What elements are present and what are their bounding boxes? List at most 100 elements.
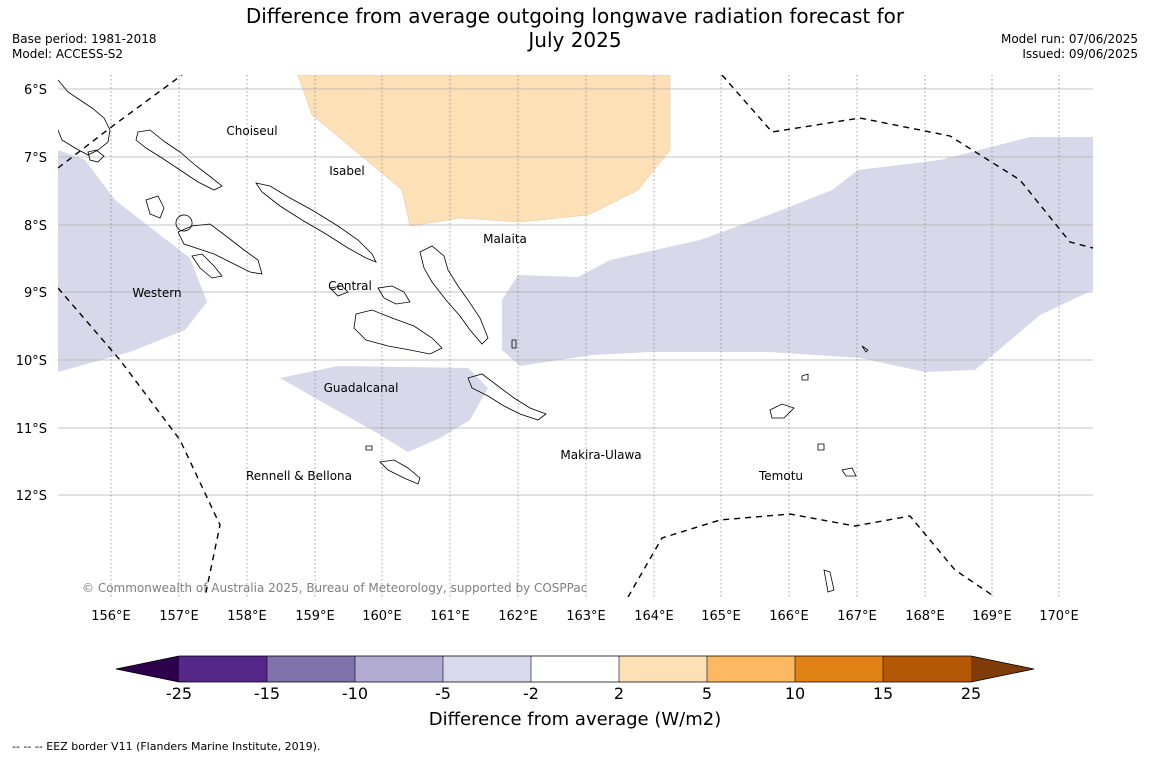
lat-tick-label: 7°S [24,151,47,166]
colorbar-tick-label: 2 [614,684,624,703]
lon-tick-label: 167°E [837,609,877,624]
lat-tick-label: 6°S [24,83,47,98]
lon-tick-label: 169°E [972,609,1012,624]
lon-tick-label: 157°E [159,609,199,624]
colorbar-tick-label: 15 [873,684,893,703]
province-label: Makira-Ulawa [560,448,641,462]
utupua-island [817,443,825,451]
colorbar-tick-label: 5 [702,684,712,703]
rendova [191,253,223,279]
province-label: Isabel [329,164,364,178]
colorbar-bin [619,656,707,682]
bougainville-tip [87,149,105,163]
colorbar-bin [795,656,883,682]
russell-islands [329,285,349,297]
colorbar-bin [531,656,619,682]
lat-tick-label: 9°S [24,286,47,301]
eez-border [58,75,1093,597]
colorbar-tick-label: -15 [254,684,280,703]
colorbar-tick-label: -2 [523,684,539,703]
choiseul-island [135,129,223,191]
model-name: Model: ACCESS-S2 [12,47,124,61]
colorbar-arrow-high [971,656,1034,682]
province-label: Rennell & Bellona [246,469,352,483]
lon-tick-label: 166°E [769,609,809,624]
lat-tick-label: 11°S [16,422,47,437]
eez-footnote: -- -- -- EEZ border V11 (Flanders Marine… [12,740,321,753]
province-label: Guadalcanal [324,381,399,395]
colorbar-tick-label: -25 [166,684,192,703]
colorbar-outline [115,655,1035,683]
colorbar-bin [355,656,443,682]
longitude-axis: 156°E 157°E 158°E 159°E 160°E 161°E 162°… [91,609,1079,624]
lon-tick-label: 162°E [498,609,538,624]
colorbar-bin [443,656,531,682]
lon-tick-label: 156°E [91,609,131,624]
new-georgia [177,223,263,275]
lon-tick-label: 165°E [701,609,741,624]
bellona-island [365,445,373,451]
colorbar-tick-label: -5 [435,684,451,703]
rennell-island [379,459,421,485]
colorbar-title: Difference from average (W/m2) [428,709,722,730]
negative-anomaly-east [502,137,1093,372]
province-label: Malaita [483,232,527,246]
colorbar-tick-label: 10 [785,684,805,703]
colorbar-tick-label: 25 [961,684,981,703]
malaita-island [419,245,489,345]
longitude-grid [110,75,1060,597]
province-label: Central [328,279,372,293]
colorbar-bin [707,656,795,682]
lon-tick-label: 159°E [295,609,335,624]
vanikoro-island [841,467,857,477]
ulawa-island [511,339,517,349]
lon-tick-label: 161°E [430,609,470,624]
guadalcanal-island [353,309,443,355]
negative-anomaly-guadalcanal [280,366,488,452]
lon-tick-label: 160°E [362,609,402,624]
province-label: Choiseul [226,124,277,138]
makira-island [467,373,547,421]
florida-islands [377,285,411,305]
isabel-island [255,182,377,263]
santa-cruz-island [769,403,795,419]
base-period: Base period: 1981-2018 [12,32,157,46]
map-title: Difference from average outgoing longwav… [0,4,1150,52]
meta-left: Base period: 1981-2018 Model: ACCESS-S2 [12,32,157,62]
title-line-1: Difference from average outgoing longwav… [245,4,905,28]
colorbar-bin [883,656,971,682]
lon-tick-label: 170°E [1039,609,1079,624]
coastlines [58,79,869,593]
map-area: © Commonwealth of Australia 2025, Bureau… [58,75,1093,597]
lon-tick-label: 168°E [905,609,945,624]
province-label: Temotu [758,469,803,483]
lon-tick-label: 164°E [634,609,674,624]
province-labels: Choiseul Isabel Malaita Western Central … [132,124,803,483]
meta-right: Model run: 07/06/2025 Issued: 09/06/2025 [1001,32,1138,62]
lon-tick-label: 163°E [566,609,606,624]
latitude-grid [58,88,1093,496]
lon-tick-label: 158°E [227,609,267,624]
negative-anomaly-west [58,150,207,372]
duff-islands [861,345,869,353]
colorbar: -25 -15 -10 -5 -2 2 5 10 15 25 [115,655,1035,703]
lat-tick-label: 10°S [16,354,47,369]
colorbar-bin [267,656,355,682]
lat-tick-label: 8°S [24,219,47,234]
kolombangara [175,214,193,232]
model-run: Model run: 07/06/2025 [1000,32,1138,46]
copyright-text: © Commonwealth of Australia 2025, Bureau… [82,581,587,595]
bougainville-coast [58,79,111,156]
title-line-2: July 2025 [528,28,622,52]
latitude-axis: 6°S 7°S 8°S 9°S 10°S 11°S 12°S [16,83,47,504]
positive-anomaly-area [297,75,671,227]
colorbar-bin [179,656,267,682]
vella-lavella [145,195,165,219]
reef-islands [801,373,809,381]
lat-tick-label: 12°S [16,489,47,504]
province-label: Western [132,286,181,300]
colorbar-arrow-low [116,656,179,682]
issued-date: Issued: 09/06/2025 [1022,47,1138,61]
colorbar-tick-label: -10 [342,684,368,703]
